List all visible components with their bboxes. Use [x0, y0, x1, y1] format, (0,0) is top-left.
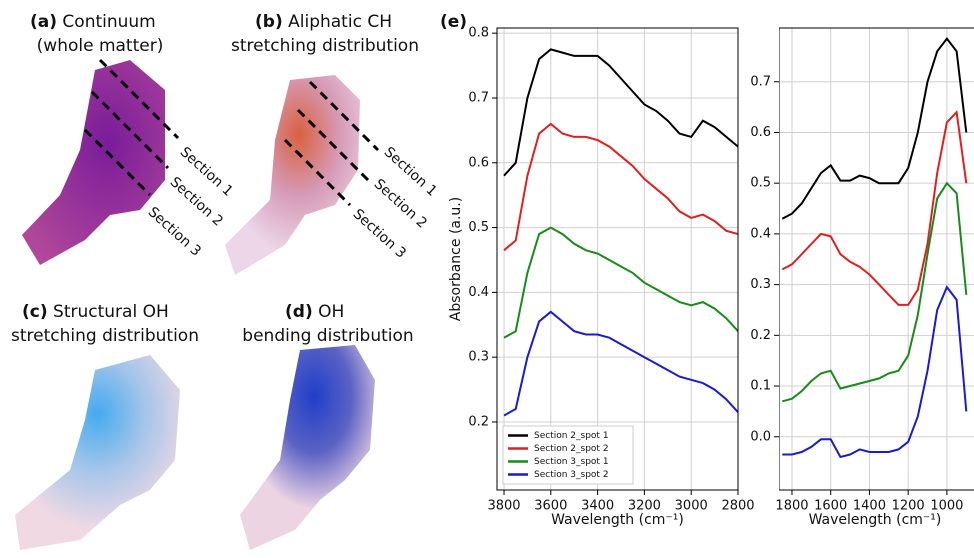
legend-label: Section 3_spot 2 [534, 470, 609, 480]
x-tick-label: 1000 [930, 499, 963, 514]
y-tick-label: 0.7 [468, 90, 489, 105]
x-tick-label: 2800 [721, 499, 754, 514]
legend-label: Section 2_spot 2 [534, 444, 609, 454]
y-tick-label: 0.8 [468, 26, 489, 41]
panel-title: (c) Structural OH [22, 302, 169, 322]
series-line [503, 48, 739, 177]
panel-title-text: OH [318, 302, 344, 322]
panel-subtitle: bending distribution [242, 326, 413, 346]
section-label: Section 3 [145, 204, 204, 260]
x-axis-label: Wavelength (cm⁻¹) [809, 512, 942, 528]
x-tick-label: 3200 [628, 499, 661, 514]
chart [779, 27, 974, 491]
panel-label: (d) [285, 302, 313, 322]
panel-title-text: Aliphatic CH [288, 12, 392, 32]
y-tick-label: 0.6 [468, 155, 489, 170]
x-tick-label: 1600 [814, 499, 847, 514]
panel-title: (d) OH [285, 302, 344, 322]
y-tick-label: 0.4 [468, 285, 489, 300]
series-line [503, 226, 739, 339]
legend-label: Section 2_spot 1 [534, 431, 609, 441]
series-line [503, 122, 739, 252]
panel-label: (a) [30, 12, 57, 32]
series-line [782, 285, 968, 459]
y-tick-label: 0.3 [750, 277, 771, 292]
x-axis-label: Wavelength (cm⁻¹) [551, 512, 684, 528]
y-tick-label: 0.2 [750, 328, 771, 343]
panel-label: (c) [22, 302, 48, 322]
y-tick-label: 0.4 [750, 226, 771, 241]
y-tick-label: 0.3 [468, 350, 489, 365]
x-tick-label: 3400 [581, 499, 614, 514]
y-tick-label: 0.0 [750, 429, 771, 444]
series-line [781, 36, 968, 220]
y-tick-label: 0.5 [750, 176, 771, 191]
panel-title-text: Structural OH [53, 302, 169, 322]
panel-label: (e) [440, 12, 467, 32]
y-tick-label: 0.7 [750, 74, 771, 89]
plot-frame [779, 27, 974, 491]
series-line [782, 181, 968, 403]
panel-subtitle: (whole matter) [37, 36, 164, 56]
panel-title: (a) Continuum [30, 12, 156, 32]
legend: Section 2_spot 1 Section 2_spot 2 Section … [502, 425, 634, 485]
x-tick-label: 1200 [892, 499, 925, 514]
y-tick-label: 0.6 [750, 125, 771, 140]
panel-subtitle: stretching distribution [11, 326, 199, 346]
plot-frame [496, 27, 739, 491]
image-c [15, 355, 180, 550]
y-tick-label: 0.5 [468, 220, 489, 235]
y-tick-label: 0.2 [468, 414, 489, 429]
chart [496, 27, 739, 491]
panel-title: (b) Aliphatic CH [255, 12, 392, 32]
series-line [781, 110, 968, 306]
image-d [240, 345, 375, 550]
y-axis-label: Absorbance (a.u.) [448, 197, 464, 321]
series-line [503, 310, 739, 417]
x-tick-label: 3600 [534, 499, 567, 514]
x-tick-label: 3800 [487, 499, 520, 514]
x-tick-label: 3000 [675, 499, 708, 514]
y-tick-label: 0.1 [750, 379, 771, 394]
image-b [225, 75, 380, 275]
panel-subtitle: stretching distribution [231, 36, 419, 56]
panel-title-text: Continuum [62, 12, 155, 32]
x-tick-label: 1400 [853, 499, 886, 514]
legend-label: Section 3_spot 1 [534, 457, 609, 467]
panel-label: (b) [255, 12, 283, 32]
image-a [22, 58, 180, 265]
x-tick-label: 1800 [775, 499, 808, 514]
